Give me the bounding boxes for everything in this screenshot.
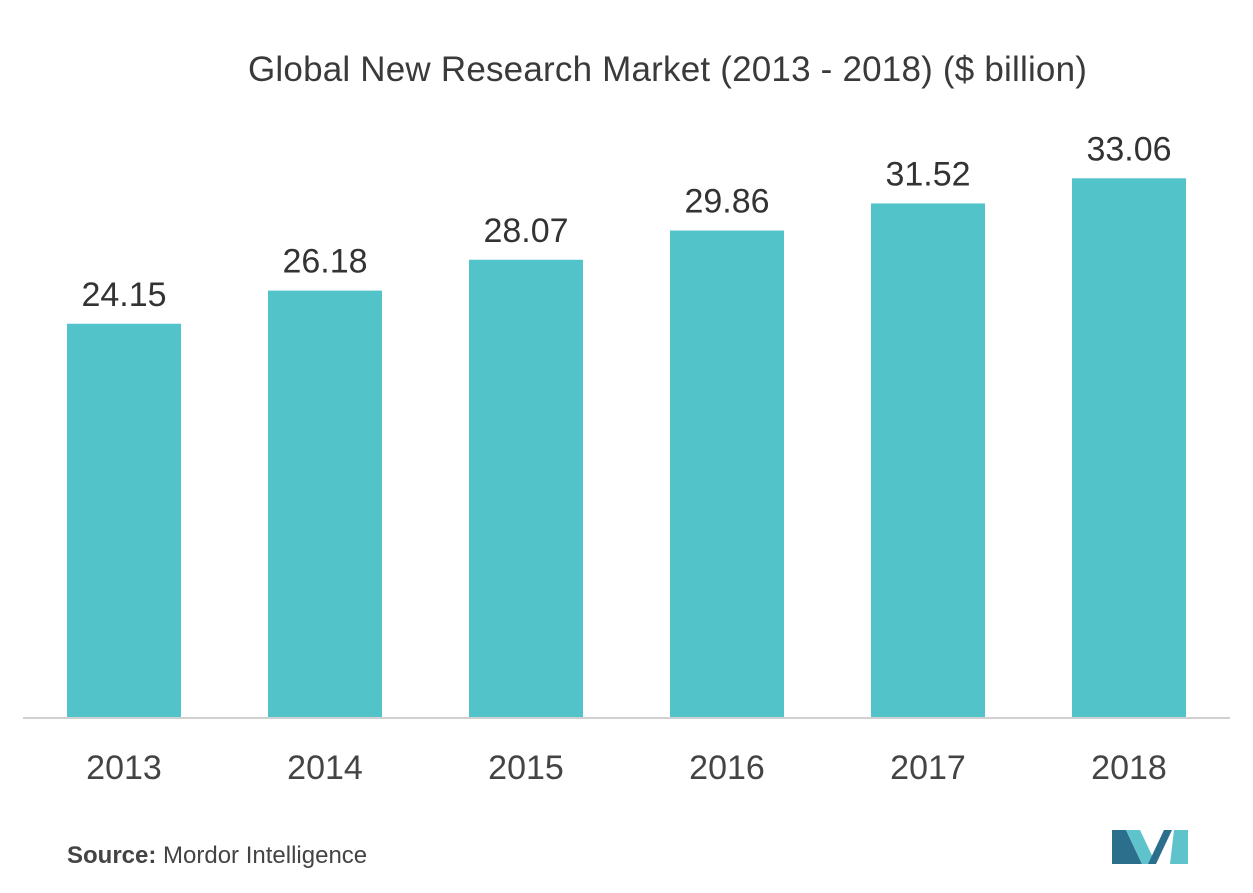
bar-2017 [871, 203, 985, 718]
data-labels-group: 24.15 26.18 28.07 29.86 31.52 33.06 [81, 130, 1171, 313]
x-tick-label-2013: 2013 [86, 749, 162, 787]
data-label-2015: 28.07 [483, 212, 568, 250]
chart-title: Global New Research Market (2013 - 2018)… [248, 50, 1088, 89]
logo-shape-left [1112, 830, 1142, 864]
data-label-2014: 26.18 [282, 243, 367, 281]
data-label-2017: 31.52 [885, 155, 970, 193]
x-tick-label-2015: 2015 [488, 749, 564, 787]
x-tick-label-2016: 2016 [689, 749, 765, 787]
bars-group [67, 178, 1186, 718]
bar-2014 [268, 290, 382, 718]
bar-2015 [469, 259, 583, 718]
bar-2016 [670, 230, 784, 718]
data-label-2013: 24.15 [81, 276, 166, 314]
mordor-intelligence-logo-icon [1112, 830, 1188, 864]
data-label-2016: 29.86 [684, 183, 769, 221]
bar-2013 [67, 323, 181, 718]
x-tick-label-2017: 2017 [890, 749, 966, 787]
x-tick-labels-group: 2013 2014 2015 2016 2017 2018 [86, 749, 1167, 787]
x-tick-label-2018: 2018 [1091, 749, 1167, 787]
x-tick-label-2014: 2014 [287, 749, 363, 787]
logo-shape-mid-right [1148, 830, 1172, 864]
bar-2018 [1072, 178, 1186, 718]
source-text: Mordor Intelligence [163, 842, 368, 869]
logo-shape-right [1170, 830, 1188, 864]
logo-shape-mid [1126, 830, 1156, 864]
source-label: Source: [67, 842, 157, 869]
source-note: Source: Mordor Intelligence [67, 842, 367, 870]
data-label-2018: 33.06 [1086, 130, 1171, 168]
